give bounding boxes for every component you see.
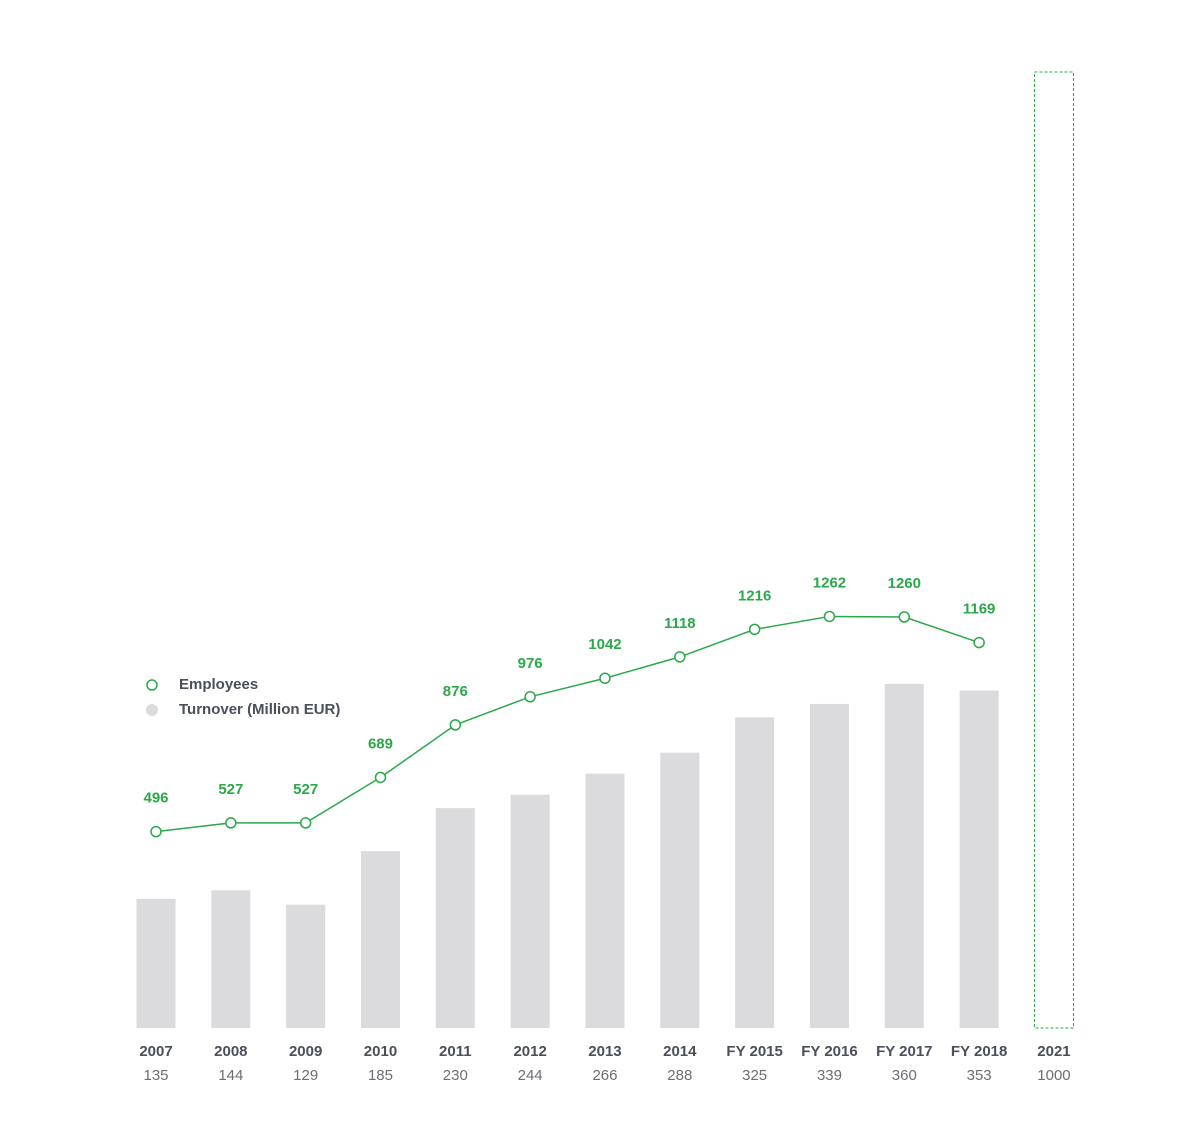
employees-value-label: 527	[218, 781, 243, 798]
legend-label: Turnover (Million EUR)	[179, 701, 340, 718]
bar	[510, 794, 550, 1028]
bar-value-label: 353	[967, 1067, 992, 1084]
x-tick-label: 2014	[663, 1043, 697, 1060]
bar-value-label: 144	[218, 1067, 243, 1084]
bar-value-label: 360	[892, 1067, 917, 1084]
employees-value-label: 1118	[664, 615, 696, 632]
employees-value-label: 1216	[738, 587, 771, 604]
x-tick-label: FY 2017	[876, 1043, 932, 1060]
employees-point	[374, 771, 387, 784]
x-tick-label: FY 2018	[951, 1043, 1007, 1060]
bar	[884, 683, 924, 1028]
x-tick-label: FY 2016	[801, 1043, 857, 1060]
employees-point	[973, 636, 985, 649]
employees-value-label: 1042	[588, 636, 621, 653]
employees-value-label: 1260	[888, 575, 921, 592]
employees-point	[599, 672, 611, 684]
legend-label: Employees	[179, 676, 258, 693]
bar-value-label: 325	[742, 1067, 767, 1084]
legend-swatch	[146, 679, 158, 691]
bar	[735, 717, 775, 1028]
x-tick-label: 2007	[139, 1043, 172, 1060]
bar	[286, 904, 326, 1028]
x-tick-label: FY 2015	[726, 1043, 782, 1060]
x-tick-label: 2008	[214, 1043, 247, 1060]
bar	[136, 898, 176, 1028]
bar	[585, 773, 625, 1028]
employees-line	[155, 615, 980, 833]
x-tick-label: 2012	[513, 1043, 546, 1060]
x-tick-label: 2010	[364, 1043, 397, 1060]
x-tick-label: 2011	[439, 1043, 472, 1060]
employees-value-label: 496	[143, 790, 168, 807]
employees-point	[748, 623, 761, 636]
x-tick-label: 2021	[1037, 1043, 1070, 1060]
employees-value-label: 527	[293, 781, 318, 798]
employees-point	[524, 691, 536, 703]
employees-point	[449, 719, 462, 731]
employees-point	[150, 825, 162, 838]
bar	[660, 752, 700, 1028]
employees-value-label: 976	[518, 655, 543, 672]
bar-value-label: 339	[817, 1067, 842, 1084]
bar	[360, 851, 400, 1028]
bar-value-label: 135	[143, 1067, 168, 1084]
x-tick-label: 2013	[588, 1043, 621, 1060]
bar-value-label: 288	[667, 1067, 692, 1084]
bar	[809, 703, 849, 1028]
x-tick-label: 2009	[289, 1043, 322, 1060]
employees-value-label: 876	[443, 683, 468, 700]
employees-value-label: 1169	[963, 601, 996, 618]
employees-value-label: 1262	[813, 574, 846, 591]
legend-swatch	[146, 704, 158, 716]
bar-value-label: 230	[443, 1067, 468, 1084]
employees-point	[674, 651, 686, 663]
bar-value-label: 185	[368, 1067, 393, 1084]
bar-value-label: 244	[518, 1067, 543, 1084]
bar-value-label: 129	[293, 1067, 318, 1084]
bar-value-label: 266	[592, 1067, 617, 1084]
employees-point	[225, 817, 237, 829]
bar-value-label: 1000	[1037, 1067, 1070, 1084]
employees-value-label: 689	[368, 735, 393, 752]
employees-point	[823, 610, 836, 623]
employees-point	[299, 817, 312, 829]
bar	[211, 890, 251, 1028]
bar	[435, 808, 475, 1028]
employees-point	[898, 611, 911, 623]
bar	[1033, 71, 1074, 1029]
bar	[959, 690, 999, 1028]
